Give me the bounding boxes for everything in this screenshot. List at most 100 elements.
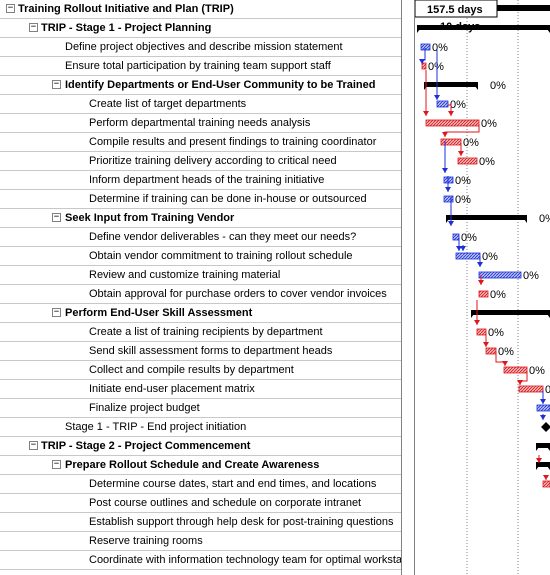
- task-bar: [476, 328, 487, 336]
- task-name: Coordinate with information technology t…: [89, 554, 401, 566]
- summary-bar-right-cap: [521, 215, 527, 223]
- task-name: Define vendor deliverables - can they me…: [89, 231, 357, 243]
- task-row[interactable]: Determine if training can be done in-hou…: [0, 190, 401, 209]
- task-name: TRIP - Stage 2 - Project Commencement: [41, 440, 251, 452]
- task-name: Review and customize training material: [89, 269, 281, 281]
- task-row[interactable]: − Prepare Rollout Schedule and Create Awa…: [0, 456, 401, 475]
- task-row[interactable]: Stage 1 - TRIP - End project initiation: [0, 418, 401, 437]
- task-row[interactable]: − TRIP - Stage 2 - Project Commencement: [0, 437, 401, 456]
- task-bar: [455, 252, 481, 260]
- task-row[interactable]: Obtain approval for purchase orders to c…: [0, 285, 401, 304]
- task-row[interactable]: Perform departmental training needs anal…: [0, 114, 401, 133]
- dependency-arrow: [442, 168, 448, 173]
- gantt-chart: 157.5 days10 days0%0%0%0%0%0%0%0%0%0%0%0…: [415, 0, 550, 575]
- pane-splitter[interactable]: [401, 0, 415, 575]
- task-bar: [425, 119, 480, 127]
- percent-complete-label: 0%: [488, 327, 504, 339]
- project-duration-label: 157.5 days: [427, 4, 483, 16]
- task-name: Obtain approval for purchase orders to c…: [89, 288, 387, 300]
- dependency-arrow: [423, 111, 429, 116]
- task-bar: [542, 480, 550, 488]
- task-row[interactable]: Finalize project budget: [0, 399, 401, 418]
- collapse-toggle-icon[interactable]: −: [29, 22, 38, 32]
- task-row[interactable]: − Seek Input from Training Vendor: [0, 209, 401, 228]
- task-bar: [478, 290, 489, 298]
- task-row[interactable]: Create a list of training recipients by …: [0, 323, 401, 342]
- dependency-arrow: [458, 151, 464, 156]
- percent-complete-label: 0%: [428, 61, 444, 73]
- task-bar: [443, 195, 454, 203]
- percent-complete-label: 0%: [529, 365, 545, 377]
- task-name-column: − Training Rollout Initiative and Plan (T…: [0, 0, 401, 570]
- task-row[interactable]: − Perform End-User Skill Assessment: [0, 304, 401, 323]
- task-row[interactable]: − Identify Departments or End-User Commun…: [0, 76, 401, 95]
- task-row[interactable]: − TRIP - Stage 1 - Project Planning: [0, 19, 401, 38]
- task-name: Perform End-User Skill Assessment: [65, 307, 253, 319]
- dependency-arrow: [517, 380, 523, 385]
- gantt-svg: 157.5 days10 days0%0%0%0%0%0%0%0%0%0%0%0…: [415, 0, 550, 575]
- task-name: Compile results and present findings to …: [89, 136, 377, 148]
- task-name: Send skill assessment forms to departmen…: [89, 345, 333, 357]
- task-bar: [440, 138, 462, 146]
- collapse-toggle-icon[interactable]: −: [52, 307, 61, 317]
- task-bar: [452, 233, 460, 241]
- dependency-arrow: [456, 246, 462, 251]
- percent-complete-label: 0%: [482, 251, 498, 263]
- task-row[interactable]: Compile results and present findings to …: [0, 133, 401, 152]
- task-row[interactable]: Establish support through help desk for …: [0, 513, 401, 532]
- task-name: Obtain vendor commitment to training rol…: [89, 250, 353, 262]
- task-row[interactable]: Prioritize training delivery according t…: [0, 152, 401, 171]
- project-summary-bar: [497, 5, 550, 11]
- task-name: Establish support through help desk for …: [89, 516, 394, 528]
- summary-bar: [417, 25, 550, 30]
- task-name: Identify Departments or End-User Communi…: [65, 79, 376, 91]
- dependency-arrow: [536, 458, 542, 463]
- dependency-arrow: [540, 399, 546, 404]
- task-row[interactable]: Determine course dates, start and end ti…: [0, 475, 401, 494]
- task-name: Define project objectives and describe m…: [65, 41, 343, 53]
- dependency-arrow: [478, 280, 484, 285]
- summary-bar-right-cap: [544, 25, 550, 33]
- percent-complete-label: 0%: [450, 99, 466, 111]
- task-row[interactable]: Send skill assessment forms to departmen…: [0, 342, 401, 361]
- summary-bar: [471, 310, 550, 315]
- percent-complete-label: 0%: [461, 232, 477, 244]
- task-row[interactable]: Define project objectives and describe m…: [0, 38, 401, 57]
- collapse-toggle-icon[interactable]: −: [29, 440, 38, 450]
- collapse-toggle-icon[interactable]: −: [52, 212, 61, 222]
- task-name: Prioritize training delivery according t…: [89, 155, 337, 167]
- task-name: Inform department heads of the training …: [89, 174, 325, 186]
- collapse-toggle-icon[interactable]: −: [6, 3, 15, 13]
- task-name: Initiate end-user placement matrix: [89, 383, 255, 395]
- task-row[interactable]: Create list of target departments: [0, 95, 401, 114]
- dependency-arrow: [540, 415, 546, 420]
- summary-bar: [536, 462, 550, 467]
- collapse-toggle-icon[interactable]: −: [52, 459, 61, 469]
- dependency-arrow: [477, 262, 483, 267]
- task-bar: [536, 404, 550, 412]
- task-row[interactable]: Ensure total participation by training t…: [0, 57, 401, 76]
- task-row[interactable]: Coordinate with information technology t…: [0, 551, 401, 570]
- summary-bar: [536, 443, 550, 448]
- task-name: Training Rollout Initiative and Plan (TR…: [18, 3, 234, 15]
- task-row[interactable]: Collect and compile results by departmen…: [0, 361, 401, 380]
- task-row[interactable]: Initiate end-user placement matrix: [0, 380, 401, 399]
- dependency-arrow: [460, 246, 466, 251]
- task-name: Seek Input from Training Vendor: [65, 212, 235, 224]
- task-row[interactable]: Define vendor deliverables - can they me…: [0, 228, 401, 247]
- task-name: Reserve training rooms: [89, 535, 203, 547]
- task-row[interactable]: Review and customize training material: [0, 266, 401, 285]
- dependency-arrow: [543, 475, 549, 480]
- task-row[interactable]: Inform department heads of the training …: [0, 171, 401, 190]
- task-name: Create a list of training recipients by …: [89, 326, 323, 338]
- task-row[interactable]: Post course outlines and schedule on cor…: [0, 494, 401, 513]
- task-row[interactable]: − Training Rollout Initiative and Plan (T…: [0, 0, 401, 19]
- task-row[interactable]: Reserve training rooms: [0, 532, 401, 551]
- dependency-arrow: [502, 361, 508, 366]
- dependency-arrow: [474, 320, 480, 325]
- task-row[interactable]: Obtain vendor commitment to training rol…: [0, 247, 401, 266]
- collapse-toggle-icon[interactable]: −: [52, 79, 61, 89]
- task-bar: [457, 157, 478, 165]
- summary-bar-left-cap: [536, 443, 542, 451]
- percent-complete-label: 0%: [455, 194, 471, 206]
